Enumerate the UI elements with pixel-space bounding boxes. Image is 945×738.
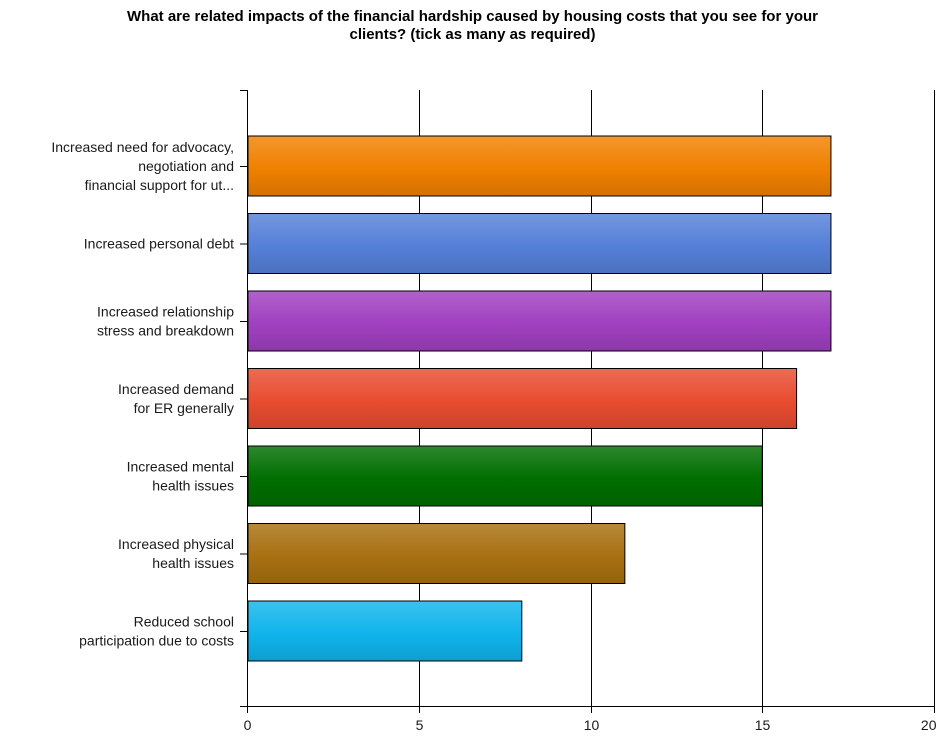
bar-5 xyxy=(248,524,625,584)
category-label-line: Increased physical xyxy=(118,536,234,552)
category-label-2: Increased relationship stress and breakdo… xyxy=(97,304,234,339)
category-label-4: Increased mental health issues xyxy=(127,459,234,494)
category-label-line: Reduced school xyxy=(134,614,234,630)
bar-2 xyxy=(248,291,831,351)
category-label-line: Increased personal debt xyxy=(84,236,234,252)
category-label-0: Increased need for advocacy, negotiation … xyxy=(51,139,234,193)
category-label-line: negotiation and xyxy=(138,158,234,174)
category-label-5: Increased physical health issues xyxy=(118,536,234,571)
bar-6 xyxy=(248,601,522,661)
category-label-3: Increased demand for ER generally xyxy=(118,381,234,416)
category-label-6: Reduced school participation due to costs xyxy=(79,614,234,649)
category-label-line: stress and breakdown xyxy=(97,323,234,339)
category-label-line: Increased demand xyxy=(118,381,234,397)
bars xyxy=(248,136,831,661)
x-tick-label-15: 15 xyxy=(755,717,771,733)
x-tick-label-10: 10 xyxy=(584,717,600,733)
category-label-line: health issues xyxy=(152,555,234,571)
tick-labels: 0 5 10 15 20 xyxy=(244,717,937,733)
bar-3 xyxy=(248,369,797,429)
category-label-line: participation due to costs xyxy=(79,633,234,649)
category-label-line: Increased need for advocacy, xyxy=(51,139,234,155)
category-label-line: Increased relationship xyxy=(97,304,234,320)
category-label-line: for ER generally xyxy=(134,400,234,416)
x-tick-label-5: 5 xyxy=(416,717,424,733)
category-label-line: financial support for ut... xyxy=(85,177,234,193)
category-labels: Increased need for advocacy, negotiation … xyxy=(51,139,234,649)
bar-1 xyxy=(248,214,831,274)
category-label-line: Increased mental xyxy=(127,459,234,475)
category-label-line: health issues xyxy=(152,478,234,494)
bar-0 xyxy=(248,136,831,196)
x-tick-label-0: 0 xyxy=(244,717,252,733)
category-label-1: Increased personal debt xyxy=(84,236,234,252)
bar-4 xyxy=(248,446,762,506)
x-tick-label-20: 20 xyxy=(921,717,937,733)
